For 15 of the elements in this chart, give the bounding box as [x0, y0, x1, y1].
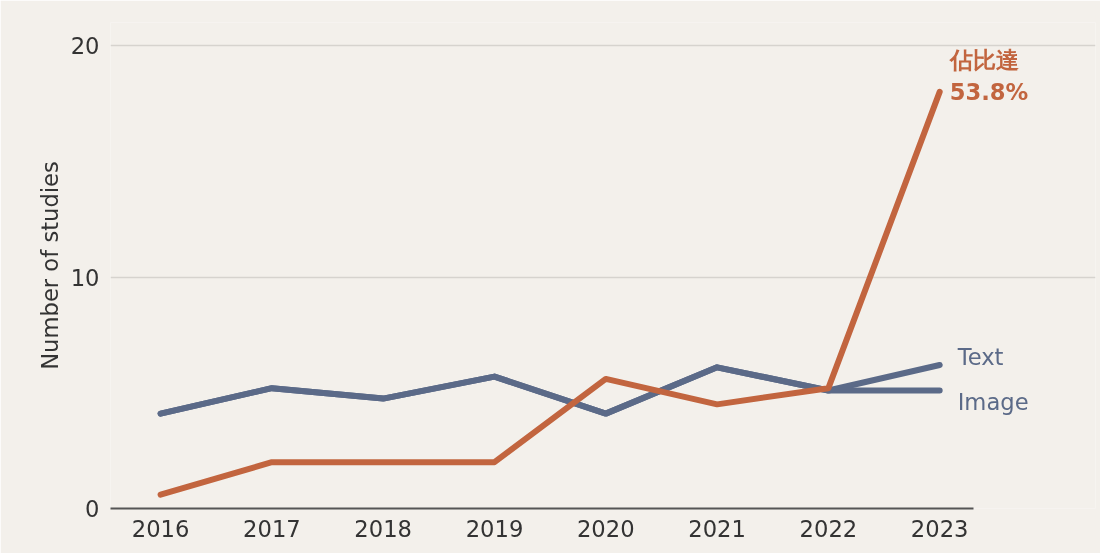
x-tick-label: 2016 — [131, 515, 190, 542]
y-tick-label: 10 — [70, 264, 100, 291]
annotation: 佔比達 53.8% — [948, 47, 1029, 105]
y-tick-label: 0 — [85, 496, 100, 522]
series-label: Text — [956, 344, 1004, 371]
x-tick-label: 2023 — [910, 515, 969, 542]
x-tick-label: 2018 — [354, 515, 413, 542]
series-label: Image — [957, 389, 1029, 416]
x-tick-label: 2017 — [243, 515, 301, 542]
y-axis-title: Number of studies — [36, 161, 63, 370]
x-tick-label: 2021 — [688, 515, 746, 542]
x-tick-label: 2022 — [799, 515, 858, 542]
x-tick-label: 2019 — [465, 515, 524, 542]
x-tick-label: 2020 — [576, 515, 635, 542]
y-tick-label: 20 — [70, 33, 100, 60]
